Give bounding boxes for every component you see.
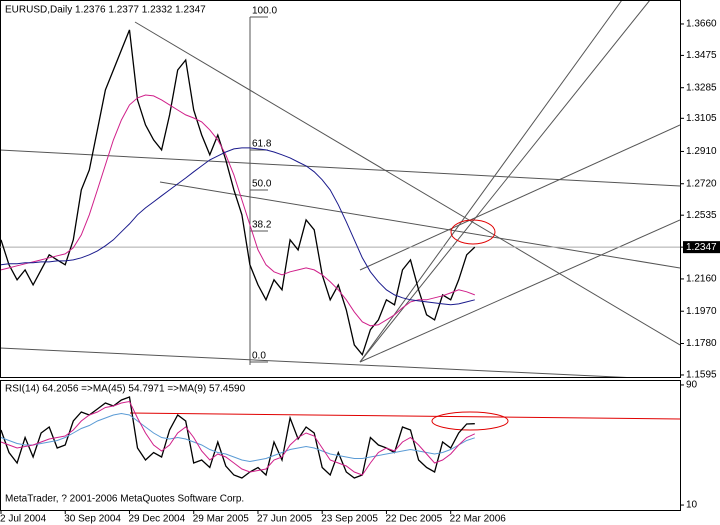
series-line <box>0 147 475 306</box>
trendline <box>0 149 680 187</box>
series-line <box>0 396 475 479</box>
x-tick-label: 27 Jun 2005 <box>257 514 312 525</box>
y-tick-label: 90 <box>686 380 698 391</box>
fib-label: 38.2 <box>252 220 272 231</box>
fib-label: 100.0 <box>252 6 277 17</box>
y-tick-label: 1.3660 <box>686 19 717 30</box>
y-tick-label: 10 <box>686 500 698 511</box>
x-tick-label: 29 Mar 2005 <box>193 514 250 525</box>
x-tick-label: 29 Dec 2004 <box>128 514 185 525</box>
rsi-ellipse <box>431 411 509 431</box>
fib-label: 0.0 <box>252 351 266 362</box>
rsi-frame <box>0 380 681 511</box>
fan-line <box>359 0 623 363</box>
y-tick-label: 1.2347 <box>686 242 717 253</box>
y-tick-label: 1.1595 <box>686 370 717 381</box>
fan-line <box>359 0 651 363</box>
y-tick-label: 1.3285 <box>686 82 717 93</box>
series-line <box>0 29 476 357</box>
fan-line <box>359 219 680 363</box>
y-tick-label: 1.2160 <box>686 274 717 285</box>
drawings <box>0 0 680 377</box>
series-line <box>0 400 476 476</box>
current-price-box <box>683 241 720 254</box>
y-tick-label: 1.2910 <box>686 146 717 157</box>
y-tick-label: 1.2535 <box>686 210 717 221</box>
trendline <box>159 181 680 269</box>
series-line <box>0 412 475 463</box>
x-tick-label: 30 Sep 2004 <box>64 514 121 525</box>
x-tick-label: 22 Mar 2006 <box>450 514 507 525</box>
copyright: MetaTrader, ? 2001-2006 MetaQuotes Softw… <box>5 494 244 505</box>
y-tick-label: 1.3105 <box>686 113 717 124</box>
trendline <box>0 347 627 377</box>
fan-line <box>359 124 680 271</box>
series-line <box>0 94 475 327</box>
rsi-title: RSI(14) 64.2056 =>MA(45) 54.7971 =>MA(9)… <box>5 384 246 395</box>
x-tick-label: 2 Jul 2004 <box>0 514 47 525</box>
y-tick-label: 1.1970 <box>686 306 717 317</box>
price-frame <box>0 0 681 378</box>
rsi-drawings <box>129 411 680 431</box>
x-tick-label: 23 Sep 2005 <box>321 514 378 525</box>
highlight-ellipse <box>450 219 496 245</box>
trendline <box>134 21 680 346</box>
rsi-trendline <box>129 412 680 420</box>
chart-title: EURUSD,Daily 1.2376 1.2377 1.2332 1.2347 <box>5 5 206 16</box>
y-tick-label: 1.2720 <box>686 178 717 189</box>
fib-label: 61.8 <box>252 139 272 150</box>
y-tick-label: 1.1780 <box>686 338 717 349</box>
y-tick-label: 1.3475 <box>686 50 717 61</box>
fib-label: 50.0 <box>252 179 272 190</box>
x-tick-label: 22 Dec 2005 <box>385 514 442 525</box>
